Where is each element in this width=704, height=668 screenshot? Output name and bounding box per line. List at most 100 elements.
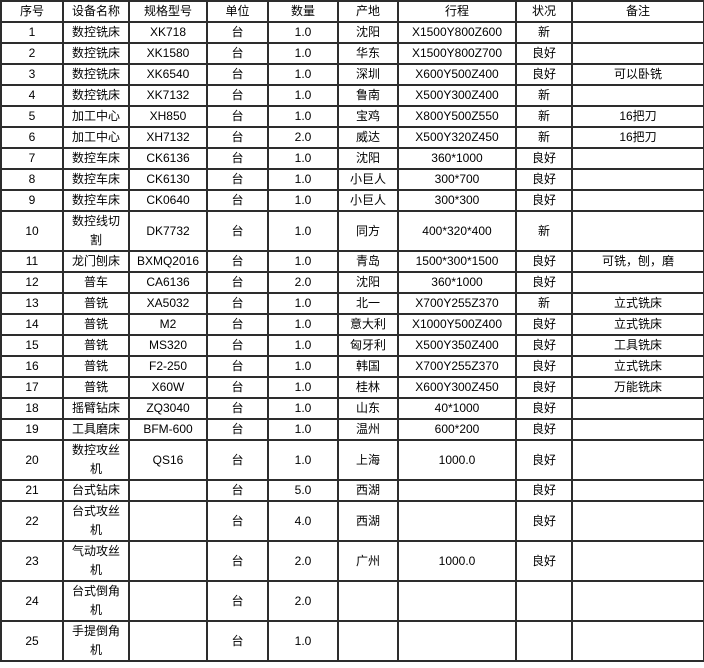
cell-equipment-name: 台式倒角机 bbox=[62, 580, 130, 622]
cell-unit: 台 bbox=[206, 210, 269, 252]
cell-unit: 台 bbox=[206, 376, 269, 399]
cell-condition bbox=[515, 620, 573, 662]
cell-unit: 台 bbox=[206, 105, 269, 128]
cell-origin: 威达 bbox=[337, 126, 399, 149]
cell-unit: 台 bbox=[206, 271, 269, 294]
cell-index: 9 bbox=[0, 189, 64, 212]
cell-quantity: 1.0 bbox=[267, 397, 339, 420]
cell-condition: 良好 bbox=[515, 479, 573, 502]
table-row: 19 工具磨床 BFM-600 台 1.0 温州 600*200 良好 bbox=[0, 418, 704, 441]
cell-travel: 1000.0 bbox=[397, 439, 517, 481]
cell-remark bbox=[571, 479, 704, 502]
cell-unit: 台 bbox=[206, 540, 269, 582]
cell-index: 22 bbox=[0, 500, 64, 542]
cell-unit: 台 bbox=[206, 334, 269, 357]
cell-equipment-name: 数控铣床 bbox=[62, 63, 130, 86]
cell-equipment-name: 数控车床 bbox=[62, 168, 130, 191]
col-header-origin: 产地 bbox=[337, 0, 399, 23]
cell-travel: X700Y255Z370 bbox=[397, 292, 517, 315]
cell-remark: 16把刀 bbox=[571, 126, 704, 149]
cell-unit: 台 bbox=[206, 313, 269, 336]
cell-condition: 良好 bbox=[515, 189, 573, 212]
cell-remark bbox=[571, 210, 704, 252]
cell-model: X60W bbox=[128, 376, 208, 399]
cell-quantity: 1.0 bbox=[267, 168, 339, 191]
cell-model: ZQ3040 bbox=[128, 397, 208, 420]
cell-equipment-name: 普铣 bbox=[62, 376, 130, 399]
cell-origin: 沈阳 bbox=[337, 271, 399, 294]
cell-index: 5 bbox=[0, 105, 64, 128]
cell-model: XK1580 bbox=[128, 42, 208, 65]
col-header-equipment-name: 设备名称 bbox=[62, 0, 130, 23]
cell-travel: X500Y350Z400 bbox=[397, 334, 517, 357]
cell-index: 10 bbox=[0, 210, 64, 252]
cell-remark: 立式铣床 bbox=[571, 292, 704, 315]
cell-remark bbox=[571, 500, 704, 542]
cell-unit: 台 bbox=[206, 292, 269, 315]
cell-remark bbox=[571, 168, 704, 191]
col-header-model: 规格型号 bbox=[128, 0, 208, 23]
cell-condition: 良好 bbox=[515, 271, 573, 294]
cell-model: CK0640 bbox=[128, 189, 208, 212]
cell-remark bbox=[571, 84, 704, 107]
cell-condition: 良好 bbox=[515, 334, 573, 357]
cell-travel: X800Y500Z550 bbox=[397, 105, 517, 128]
cell-unit: 台 bbox=[206, 147, 269, 170]
table-row: 25 手提倒角机 台 1.0 bbox=[0, 620, 704, 662]
cell-model: MS320 bbox=[128, 334, 208, 357]
cell-equipment-name: 普铣 bbox=[62, 334, 130, 357]
cell-equipment-name: 加工中心 bbox=[62, 126, 130, 149]
cell-origin: 华东 bbox=[337, 42, 399, 65]
cell-travel bbox=[397, 620, 517, 662]
cell-model: XK7132 bbox=[128, 84, 208, 107]
cell-quantity: 1.0 bbox=[267, 63, 339, 86]
table-row: 21 台式钻床 台 5.0 西湖 良好 bbox=[0, 479, 704, 502]
cell-model: CA6136 bbox=[128, 271, 208, 294]
cell-model: CK6130 bbox=[128, 168, 208, 191]
cell-origin bbox=[337, 580, 399, 622]
cell-travel: 1500*300*1500 bbox=[397, 250, 517, 273]
cell-travel: 360*1000 bbox=[397, 147, 517, 170]
cell-equipment-name: 数控铣床 bbox=[62, 84, 130, 107]
cell-model: XK6540 bbox=[128, 63, 208, 86]
cell-quantity: 2.0 bbox=[267, 126, 339, 149]
cell-equipment-name: 普车 bbox=[62, 271, 130, 294]
cell-quantity: 1.0 bbox=[267, 292, 339, 315]
cell-index: 16 bbox=[0, 355, 64, 378]
cell-equipment-name: 龙门刨床 bbox=[62, 250, 130, 273]
table-row: 3 数控铣床 XK6540 台 1.0 深圳 X600Y500Z400 良好 可以卧铣 bbox=[0, 63, 704, 86]
cell-model: XH7132 bbox=[128, 126, 208, 149]
cell-equipment-name: 加工中心 bbox=[62, 105, 130, 128]
cell-unit: 台 bbox=[206, 21, 269, 44]
cell-model: XA5032 bbox=[128, 292, 208, 315]
cell-travel: X1000Y500Z400 bbox=[397, 313, 517, 336]
cell-unit: 台 bbox=[206, 479, 269, 502]
cell-model bbox=[128, 620, 208, 662]
cell-condition bbox=[515, 580, 573, 622]
cell-quantity: 1.0 bbox=[267, 189, 339, 212]
cell-index: 3 bbox=[0, 63, 64, 86]
cell-origin: 山东 bbox=[337, 397, 399, 420]
cell-remark: 万能铣床 bbox=[571, 376, 704, 399]
cell-index: 25 bbox=[0, 620, 64, 662]
cell-quantity: 1.0 bbox=[267, 21, 339, 44]
cell-remark: 立式铣床 bbox=[571, 313, 704, 336]
cell-unit: 台 bbox=[206, 84, 269, 107]
cell-equipment-name: 普铣 bbox=[62, 292, 130, 315]
cell-origin: 西湖 bbox=[337, 479, 399, 502]
cell-index: 19 bbox=[0, 418, 64, 441]
cell-travel: 1000.0 bbox=[397, 540, 517, 582]
table-row: 8 数控车床 CK6130 台 1.0 小巨人 300*700 良好 bbox=[0, 168, 704, 191]
cell-remark bbox=[571, 439, 704, 481]
cell-origin: 温州 bbox=[337, 418, 399, 441]
cell-unit: 台 bbox=[206, 168, 269, 191]
cell-quantity: 1.0 bbox=[267, 250, 339, 273]
cell-unit: 台 bbox=[206, 63, 269, 86]
cell-origin: 北一 bbox=[337, 292, 399, 315]
cell-origin: 小巨人 bbox=[337, 189, 399, 212]
cell-unit: 台 bbox=[206, 620, 269, 662]
cell-origin: 西湖 bbox=[337, 500, 399, 542]
cell-remark bbox=[571, 540, 704, 582]
cell-equipment-name: 手提倒角机 bbox=[62, 620, 130, 662]
